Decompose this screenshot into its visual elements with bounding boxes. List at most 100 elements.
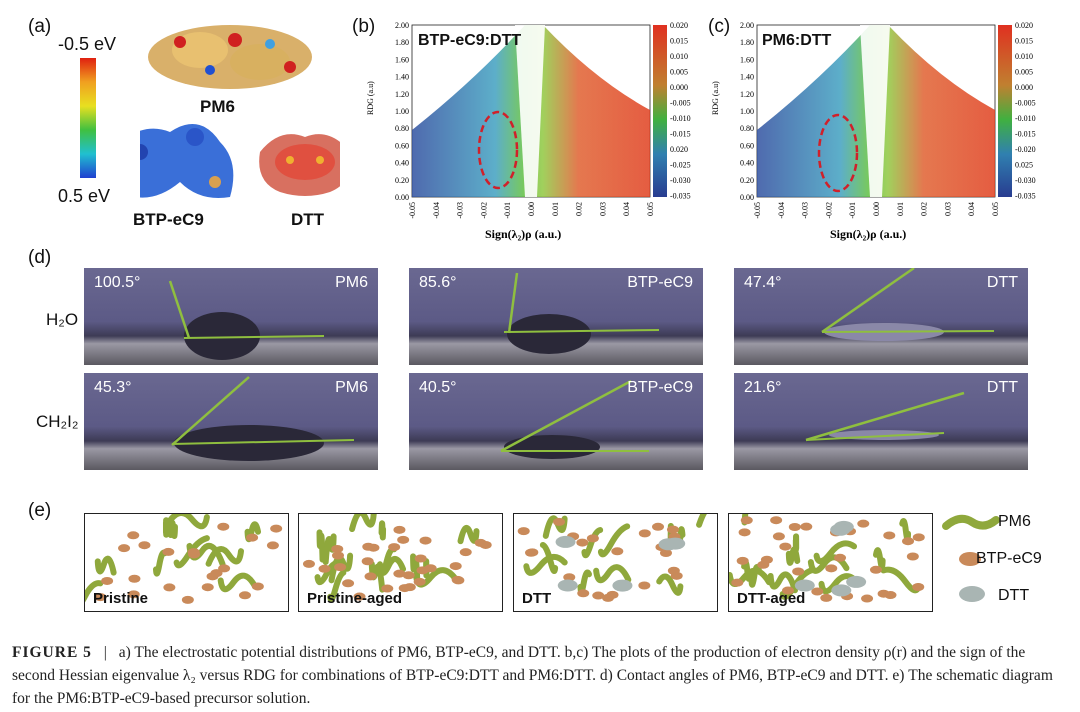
contact-angle-value: 47.4° <box>744 274 782 291</box>
rdg-xtick: -0.05 <box>408 202 417 219</box>
contact-angle-value: 40.5° <box>419 379 457 396</box>
btp-ec9-molecule <box>318 564 331 573</box>
colorbar-tick: -0.010 <box>1015 114 1036 123</box>
rdg-ytick: 0.80 <box>395 124 409 133</box>
btp-ec9-molecule <box>451 575 464 584</box>
colorbar-tick: -0.005 <box>1015 99 1036 108</box>
rdg-ytick: 0.00 <box>740 193 754 202</box>
colorbar-tick: 0.020 <box>670 145 688 154</box>
pm6-chain <box>523 553 568 576</box>
btp-ec9-molecule <box>731 578 744 587</box>
contact-angle-photo: 100.5° PM6 <box>84 268 378 365</box>
rdg-title-b: BTP-eC9:DTT <box>418 32 522 49</box>
btp-ec9-molecule <box>667 566 680 575</box>
pm6-chain <box>410 553 421 584</box>
btp-ec9-molecule <box>413 577 426 586</box>
btp-ec9-molecule <box>210 569 223 578</box>
btp-ec9-molecule <box>218 564 231 573</box>
btp-ec9-molecule <box>611 547 624 556</box>
btp-ec9-molecule <box>772 532 785 541</box>
rdg-ytick: 1.60 <box>395 55 409 64</box>
schematic-caption: Pristine-aged <box>307 590 403 607</box>
rdg-xtick: 0.02 <box>920 202 929 216</box>
contact-angle-photo: 85.6° BTP-eC9 <box>409 268 703 365</box>
solvent-label-h2o: H₂O <box>46 310 79 329</box>
contact-angle-material: DTT <box>986 274 1018 291</box>
pm6-chain <box>539 541 559 575</box>
btp-ec9-molecule <box>586 534 599 543</box>
btp-ec9-molecule <box>414 554 427 563</box>
btp-ec9-molecule <box>800 522 813 531</box>
rdg-xtick: -0.01 <box>848 202 857 219</box>
colorbar-tick: 0.015 <box>1015 37 1033 46</box>
dtt-dot-icon <box>959 586 985 602</box>
contact-angle-photo: 45.3° PM6 <box>84 373 378 470</box>
btp-ec9-molecule <box>419 536 432 545</box>
rdg-plot-c: 2.00 1.80 1.60 1.40 1.20 1.00 0.80 0.60 0.40 0.20… <box>711 21 1036 241</box>
btp-ec9-molecule <box>479 540 492 549</box>
legend-btp-ec9: BTP-eC9 <box>976 550 1042 567</box>
rdg-xtick: 0.03 <box>598 202 607 216</box>
btp-ec9-molecule <box>163 583 176 592</box>
rdg-title-c: PM6:DTT <box>762 32 832 49</box>
btp-ec9-molecule <box>246 533 259 542</box>
schematic-box-dtt: DTT <box>513 513 718 612</box>
pm6-chain <box>94 555 117 576</box>
rdg-xtick: 0.04 <box>622 202 631 216</box>
colorbar-tick: -0.030 <box>670 176 691 185</box>
btp-ec9-molecule <box>517 527 530 536</box>
rdg-xtick: -0.03 <box>801 202 810 219</box>
rdg-xtick: -0.02 <box>479 202 488 219</box>
mol-label-dtt: DTT <box>291 210 325 229</box>
colorbar-tick: 0.000 <box>670 83 688 92</box>
rdg-ytick: 1.00 <box>395 107 409 116</box>
btp-ec9-molecule <box>127 531 140 540</box>
btp-ec9-molecule <box>781 586 794 595</box>
contact-angle-photo: 47.4° DTT <box>734 268 1028 365</box>
pm6-chain <box>813 540 858 565</box>
rdg-ytick: 1.20 <box>395 90 409 99</box>
btp-ec9-dot-icon <box>959 552 981 566</box>
btp-ec9-molecule <box>266 541 279 550</box>
pm6-chain <box>327 569 347 603</box>
rdg-xtick: -0.03 <box>456 202 465 219</box>
panel-b-label: (b) <box>352 16 376 37</box>
rdg-xtick: 0.00 <box>527 202 536 216</box>
solvent-label-ch2i2: CH₂I₂ <box>36 412 79 431</box>
btp-ec9-molecule <box>779 542 792 551</box>
btp-ec9-molecule <box>912 583 925 592</box>
rdg-ytick: 1.00 <box>740 107 754 116</box>
colorbar-tick: 0.020 <box>670 21 688 30</box>
btp-ec9-molecule <box>201 583 214 592</box>
figure-caption: FIGURE 5 | a) The electrostatic potentia… <box>12 641 1072 710</box>
btp-ec9-molecule <box>393 525 406 534</box>
panel-d-label: (d) <box>28 247 52 268</box>
btp-ec9-molecule <box>238 591 251 600</box>
pm6-chain <box>85 580 104 603</box>
btp-ec9-molecule <box>736 556 749 565</box>
btp-ec9-molecule <box>592 591 605 600</box>
panel-e-label: (e) <box>28 500 52 521</box>
contact-angle-value: 100.5° <box>94 274 141 291</box>
contact-angle-material: BTP-eC9 <box>627 379 693 396</box>
btp-ec9-molecule <box>459 548 472 557</box>
btp-ec9-molecule <box>331 544 344 553</box>
rdg-xtick: 0.03 <box>943 202 952 216</box>
pm6-chain <box>696 514 717 528</box>
btp-ec9-molecule <box>638 581 651 590</box>
interaction-ellipse-b <box>477 110 519 190</box>
rdg-xtick: -0.04 <box>432 202 441 219</box>
rdg-ytick: 1.60 <box>740 55 754 64</box>
pm6-chain <box>164 514 210 530</box>
pm6-chain-icon <box>942 514 1000 530</box>
btp-ec9-molecule <box>638 529 651 538</box>
btp-ec9-molecule <box>666 525 679 534</box>
pm6-chain <box>577 569 592 595</box>
pm6-chain <box>899 518 912 543</box>
btp-ec9-molecule <box>652 522 665 531</box>
schematic-caption: Pristine <box>93 590 149 607</box>
btp-ec9-molecule <box>251 582 264 591</box>
rdg-xtick: 0.01 <box>551 202 560 216</box>
btp-ec9-molecule <box>877 589 890 598</box>
btp-ec9-molecule <box>101 576 114 585</box>
